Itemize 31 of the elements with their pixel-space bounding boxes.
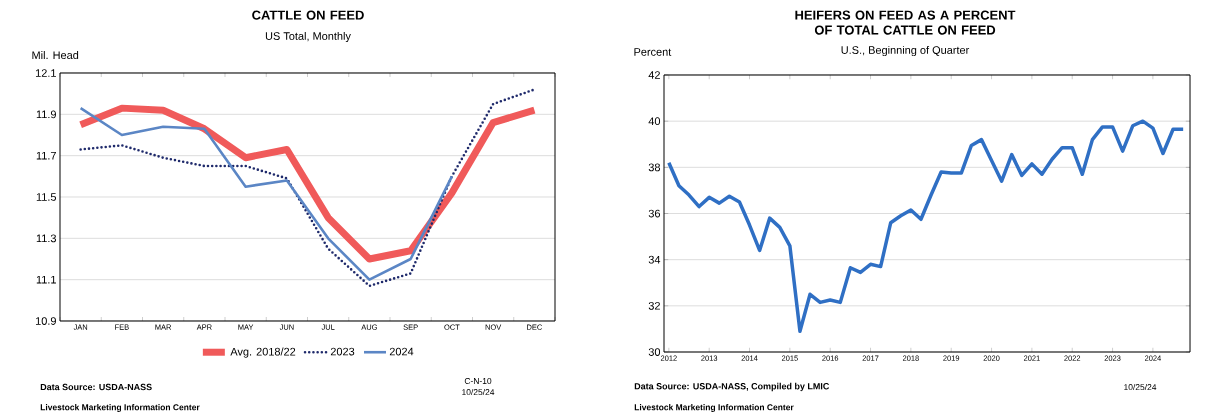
chart-title: HEIFERS ON FEED AS A PERCENT OF TOTAL CATTLE ON FEED	[795, 10, 1016, 35]
line-series	[79, 88, 536, 288]
chart-title: CATTLE ON FEED	[252, 10, 364, 20]
y-axis-title: Mil. Head	[32, 50, 79, 60]
y-tick-label: 36	[648, 209, 661, 218]
y-tick-label: 32	[648, 301, 660, 310]
text: Livestock Marketing Information Center	[40, 404, 200, 412]
chart-subtitle: US Total, Monthly	[265, 31, 351, 43]
y-tick-label: 42	[648, 71, 660, 79]
y-tick-label: 34	[648, 255, 661, 264]
y-tick-label: 30	[648, 348, 661, 356]
text: Livestock Marketing Information Center	[634, 404, 794, 412]
y-tick-label: 38	[648, 163, 661, 172]
y-tick-label: 11.3	[36, 234, 56, 243]
y-tick-label: 10.9	[35, 317, 56, 325]
text: 10/25/24	[1124, 383, 1157, 391]
text: C-N-10	[464, 378, 492, 384]
chart-subtitle: U.S., Beginning of Quarter	[841, 45, 970, 57]
source-note: Data Source: USDA-NASS	[40, 383, 152, 391]
y-tick-label: 40	[648, 117, 661, 126]
line-series	[79, 106, 454, 281]
y-tick-label: 12.1	[35, 69, 56, 77]
y-tick-label: 11.7	[36, 151, 56, 160]
y-axis-title: Percent	[634, 48, 672, 56]
line-series	[667, 119, 1185, 333]
y-tick-label: 11.1	[36, 275, 56, 284]
y-tick-label: 11.9	[36, 110, 56, 119]
text: 10/25/24	[462, 388, 495, 396]
y-tick-label: 11.5	[36, 193, 57, 201]
source-note: Data Source: USDA-NASS, Compiled by LMIC	[634, 382, 830, 392]
legend-label: Avg. 2018/22	[230, 347, 296, 358]
